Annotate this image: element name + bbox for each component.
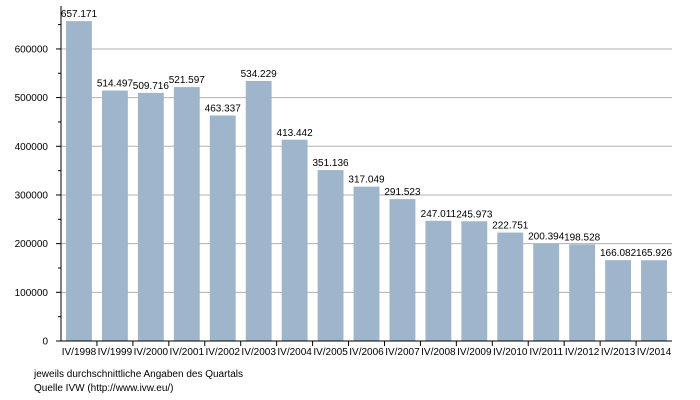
bar [461, 221, 488, 341]
y-tick-label: 0 [42, 337, 48, 348]
x-category-label: IV/2008 [421, 347, 456, 358]
x-category-label: IV/1998 [62, 347, 97, 358]
x-category-label: IV/2014 [637, 347, 672, 358]
bar [605, 260, 632, 341]
x-category-label: IV/1999 [98, 347, 133, 358]
bar [389, 199, 416, 341]
x-category-label: IV/2001 [170, 347, 205, 358]
x-category-label: IV/2000 [134, 347, 169, 358]
bar [317, 170, 344, 341]
y-tick-label: 600000 [15, 44, 49, 55]
x-category-label: IV/2006 [349, 347, 384, 358]
bar-value-label: 534.229 [241, 69, 278, 80]
bar [209, 115, 236, 341]
bar-value-label: 291.523 [384, 187, 421, 198]
x-category-label: IV/2010 [493, 347, 528, 358]
bar [497, 232, 524, 341]
bar-value-label: 463.337 [205, 103, 242, 114]
bar-value-label: 521.597 [169, 75, 206, 86]
bar-value-label: 657.171 [61, 9, 98, 20]
x-category-label: IV/2007 [385, 347, 420, 358]
x-category-label: IV/2013 [601, 347, 636, 358]
y-tick-label: 100000 [15, 288, 49, 299]
bar [641, 260, 667, 341]
bar [569, 244, 596, 341]
bar-value-label: 351.136 [312, 158, 349, 169]
y-tick-label: 400000 [15, 142, 49, 153]
y-tick-label: 300000 [15, 190, 49, 201]
bar-value-label: 317.049 [348, 175, 385, 186]
bar [353, 186, 380, 341]
bar-value-label: 247.011 [421, 209, 457, 220]
bar-value-label: 166.082 [600, 248, 637, 259]
bar [533, 243, 560, 341]
bar-value-label: 222.751 [492, 221, 529, 232]
x-category-label: IV/2012 [565, 347, 600, 358]
y-tick-label: 200000 [15, 239, 49, 250]
footnote-note: jeweils durchschnittliche Angaben des Qu… [34, 369, 244, 380]
bar [101, 90, 128, 341]
y-tick-label: 500000 [15, 93, 49, 104]
bar [66, 21, 92, 341]
x-category-label: IV/2002 [205, 347, 240, 358]
bar [173, 87, 200, 342]
bar [281, 139, 308, 341]
bar-value-label: 198.528 [564, 232, 601, 243]
bar-value-label: 514.497 [97, 79, 134, 90]
bar-value-label: 509.716 [133, 81, 170, 92]
x-category-label: IV/2005 [313, 347, 348, 358]
x-category-label: IV/2011 [529, 347, 563, 358]
footnote-source: Quelle IVW (http://www.ivw.eu/) [34, 383, 174, 394]
bar-value-label: 413.442 [277, 128, 314, 139]
bar [425, 220, 452, 341]
bar [137, 92, 164, 341]
bar-value-label: 245.973 [456, 209, 493, 220]
x-category-label: IV/2009 [457, 347, 492, 358]
x-category-label: IV/2003 [241, 347, 276, 358]
bar-value-label: 165.926 [636, 248, 673, 259]
bar-value-label: 200.394 [528, 231, 565, 242]
bar [245, 80, 272, 341]
x-category-label: IV/2004 [277, 347, 312, 358]
